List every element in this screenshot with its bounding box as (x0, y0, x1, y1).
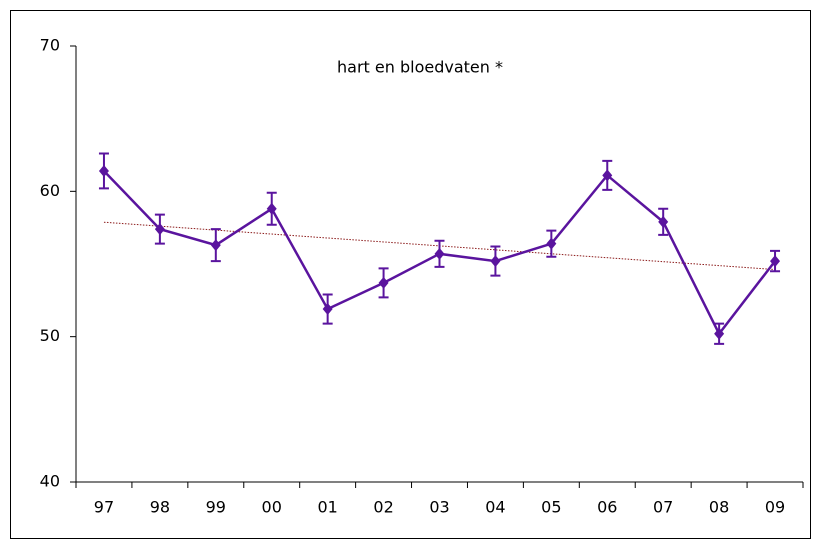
marker (154, 223, 165, 236)
marker (714, 327, 725, 340)
x-tick-label: 08 (709, 498, 729, 517)
marker (490, 255, 501, 268)
x-tick-label: 06 (597, 498, 617, 517)
x-tick-label: 07 (653, 498, 673, 517)
y-tick-label: 40 (40, 472, 60, 491)
chart-border (10, 10, 811, 539)
x-tick-label: 99 (206, 498, 226, 517)
marker (546, 237, 557, 250)
marker (770, 255, 781, 268)
x-tick-label: 98 (150, 498, 170, 517)
y-tick-label: 50 (40, 326, 60, 345)
x-tick-label: 00 (262, 498, 282, 517)
marker (602, 169, 613, 182)
x-tick-label: 09 (765, 498, 785, 517)
marker (322, 303, 333, 316)
chart-title: hart en bloedvaten * (337, 58, 503, 77)
x-tick-label: 03 (429, 498, 449, 517)
marker (266, 202, 277, 215)
y-tick-label: 70 (40, 36, 60, 55)
marker (658, 215, 669, 228)
marker (210, 239, 221, 252)
marker (378, 276, 389, 289)
x-tick-label: 05 (541, 498, 561, 517)
x-tick-label: 97 (94, 498, 114, 517)
x-tick-label: 02 (373, 498, 393, 517)
x-tick-label: 01 (317, 498, 337, 517)
y-tick-label: 60 (40, 181, 60, 200)
x-tick-label: 04 (485, 498, 505, 517)
marker (434, 247, 445, 260)
marker (98, 164, 109, 177)
